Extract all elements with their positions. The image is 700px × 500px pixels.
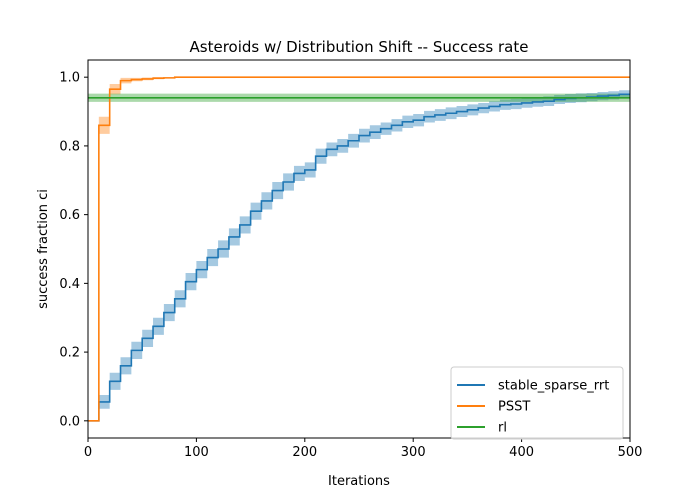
legend-entry-rl: rl — [498, 421, 507, 436]
x-tick-label: 300 — [401, 445, 426, 460]
x-tick-label: 200 — [292, 445, 317, 460]
x-tick-label: 400 — [509, 445, 534, 460]
chart-title: Asteroids w/ Distribution Shift -- Succe… — [190, 38, 529, 56]
legend: stable_sparse_rrt PSST rl — [450, 366, 624, 440]
series-lines — [88, 76, 630, 422]
y-tick-label: 0.8 — [59, 139, 80, 154]
y-tick-label: 0.6 — [59, 208, 80, 223]
x-tick-label: 100 — [184, 445, 209, 460]
y-tick-label: 0.0 — [59, 414, 80, 429]
x-tick-label: 0 — [84, 445, 92, 460]
x-axis-label: Iterations — [328, 474, 390, 489]
series-line-stable-sparse-rrt — [88, 93, 630, 422]
legend-box — [450, 366, 624, 440]
legend-entry-stable-sparse-rrt: stable_sparse_rrt — [498, 379, 609, 394]
legend-entry-psst: PSST — [498, 400, 530, 415]
y-tick-label: 0.4 — [59, 277, 80, 292]
y-tick-label: 0.2 — [59, 346, 80, 361]
y-axis-label: success fraction ci — [36, 189, 51, 309]
x-tick-label: 500 — [618, 445, 643, 460]
series-line-psst — [88, 76, 630, 422]
y-axis: 0.0 0.2 0.4 0.6 0.8 1.0 — [59, 71, 88, 429]
y-tick-label: 1.0 — [59, 71, 80, 86]
x-axis: 0 100 200 300 400 500 — [84, 438, 643, 460]
plot-frame — [87, 59, 631, 439]
